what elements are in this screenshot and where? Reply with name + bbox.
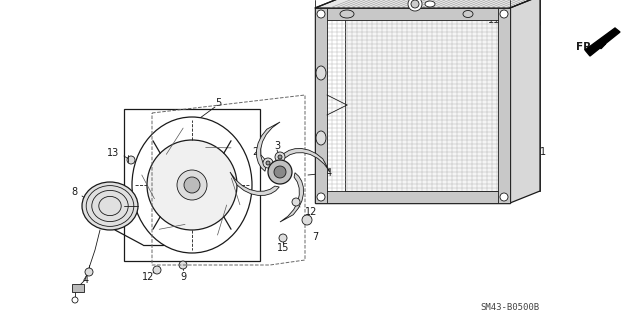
Circle shape: [317, 193, 325, 201]
Ellipse shape: [82, 182, 138, 230]
Text: 15: 15: [277, 243, 289, 253]
Polygon shape: [315, 8, 510, 203]
Text: FR.: FR.: [576, 42, 595, 52]
Text: 10: 10: [530, 19, 542, 29]
Polygon shape: [315, 0, 540, 8]
Text: 11: 11: [488, 15, 500, 25]
Polygon shape: [72, 284, 84, 292]
Polygon shape: [315, 8, 510, 20]
Circle shape: [85, 268, 93, 276]
Circle shape: [278, 155, 282, 159]
Circle shape: [266, 161, 270, 165]
Text: 2: 2: [252, 147, 258, 157]
Circle shape: [279, 234, 287, 242]
Text: 9: 9: [180, 272, 186, 282]
Circle shape: [500, 193, 508, 201]
Text: 7: 7: [312, 232, 318, 242]
Circle shape: [184, 177, 200, 193]
Circle shape: [127, 156, 135, 164]
Circle shape: [275, 152, 285, 162]
Circle shape: [408, 0, 422, 11]
Ellipse shape: [463, 11, 473, 18]
Circle shape: [411, 0, 419, 8]
Circle shape: [317, 10, 325, 18]
Circle shape: [179, 261, 187, 269]
Ellipse shape: [316, 131, 326, 145]
Text: 12: 12: [142, 272, 154, 282]
Polygon shape: [281, 149, 330, 172]
Ellipse shape: [132, 117, 252, 253]
Text: 13: 13: [107, 148, 119, 158]
Circle shape: [268, 160, 292, 184]
Circle shape: [500, 10, 508, 18]
Polygon shape: [230, 172, 279, 196]
Circle shape: [153, 266, 161, 274]
Circle shape: [274, 166, 286, 178]
Circle shape: [177, 170, 207, 200]
Text: 3: 3: [274, 141, 280, 151]
Ellipse shape: [340, 10, 354, 18]
Polygon shape: [498, 8, 510, 203]
Polygon shape: [585, 28, 620, 56]
Polygon shape: [280, 173, 303, 222]
Text: 14: 14: [321, 168, 333, 178]
Text: 8: 8: [72, 187, 78, 197]
Polygon shape: [345, 0, 540, 191]
Text: 5: 5: [215, 98, 221, 108]
Circle shape: [263, 158, 273, 168]
Text: 1: 1: [540, 147, 546, 157]
Circle shape: [302, 215, 312, 225]
Polygon shape: [257, 122, 280, 171]
Ellipse shape: [425, 1, 435, 7]
Polygon shape: [510, 0, 540, 203]
Text: 12: 12: [305, 207, 317, 217]
Polygon shape: [315, 191, 510, 203]
Text: 4: 4: [83, 275, 89, 285]
Ellipse shape: [316, 66, 326, 80]
Circle shape: [72, 297, 78, 303]
Polygon shape: [315, 8, 327, 203]
Text: SM43-B0500B: SM43-B0500B: [480, 303, 539, 313]
Circle shape: [292, 198, 300, 206]
Ellipse shape: [147, 140, 237, 230]
